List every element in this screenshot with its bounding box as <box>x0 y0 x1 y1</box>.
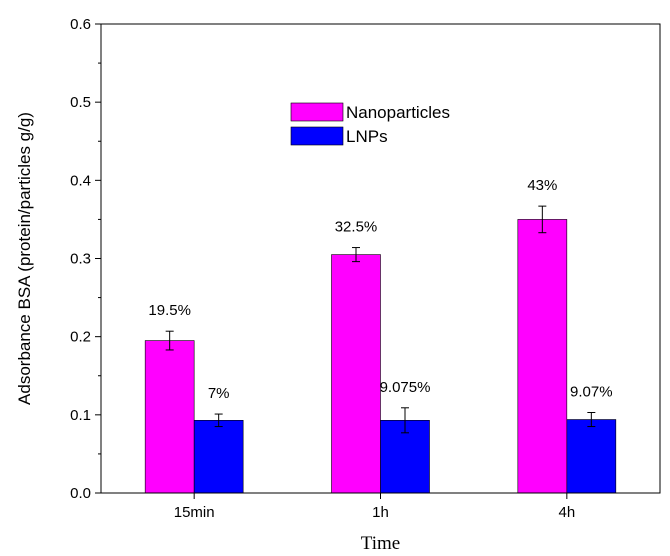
bars-layer <box>144 219 617 494</box>
bar-nanoparticles-15min <box>144 340 195 494</box>
y-tick-label: 0.5 <box>70 94 91 111</box>
error-bars-layer <box>165 205 596 434</box>
data-label: 32.5% <box>335 219 378 236</box>
y-tick-label: 0.2 <box>70 329 91 346</box>
data-label: 43% <box>527 177 557 194</box>
legend-swatch-lnps <box>290 126 344 146</box>
data-label: 9.075% <box>380 379 431 396</box>
y-axis-label: Adsorbance BSA (protein/particles g/g) <box>15 112 34 405</box>
y-tick-label: 0.1 <box>70 407 91 424</box>
data-labels: 19.5% 7% 32.5% 9.075% 43% 9.07% <box>148 177 612 402</box>
legend: Nanoparticles LNPs <box>290 102 450 146</box>
y-tick-label: 0.6 <box>70 16 91 33</box>
y-axis-ticks: 0.0 0.1 0.2 0.3 0.4 0.5 0.6 <box>70 16 101 502</box>
x-tick-label: 4h <box>558 504 575 521</box>
bar-nanoparticles-1h <box>331 254 381 494</box>
bar-nanoparticles-4h <box>517 219 568 494</box>
legend-swatch-nanoparticles <box>290 102 344 122</box>
data-label: 19.5% <box>148 302 191 319</box>
y-tick-label: 0.3 <box>70 251 91 268</box>
x-tick-label: 1h <box>372 504 389 521</box>
y-tick-label: 0.0 <box>70 485 91 502</box>
y-tick-label: 0.4 <box>70 172 91 189</box>
data-label: 9.07% <box>570 383 613 400</box>
data-label: 7% <box>208 385 230 402</box>
x-axis-label: Time <box>361 533 400 554</box>
legend-label-nanoparticles: Nanoparticles <box>346 103 450 122</box>
bar-lnps-4h <box>566 419 617 494</box>
x-axis-ticks: 15min 1h 4h <box>174 493 575 521</box>
legend-label-lnps: LNPs <box>346 127 388 146</box>
x-tick-label: 15min <box>174 504 215 521</box>
bar-lnps-15min <box>193 420 244 494</box>
